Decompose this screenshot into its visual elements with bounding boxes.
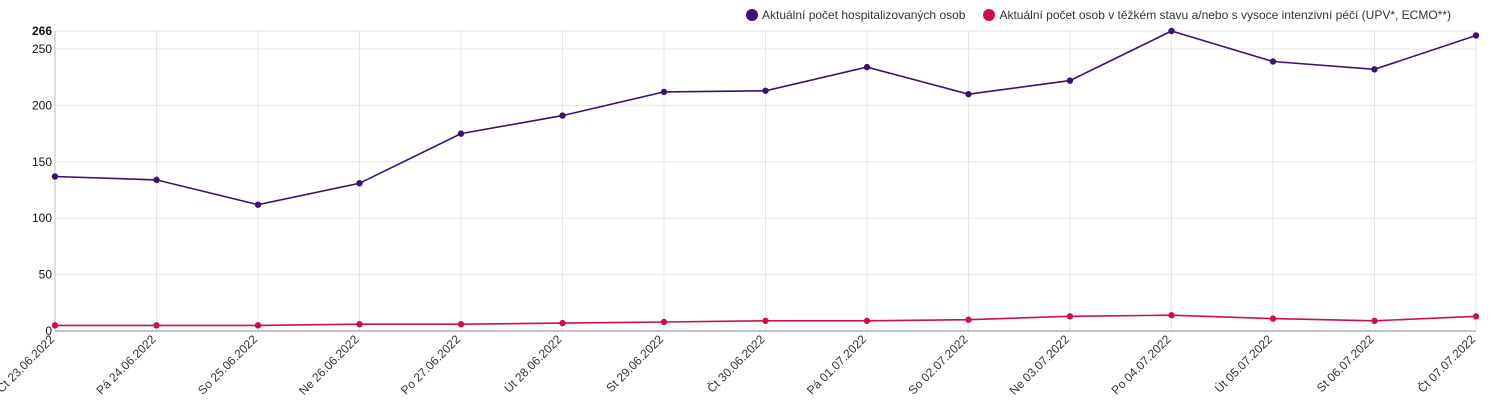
data-point-hospitalized xyxy=(762,87,769,94)
data-point-severe xyxy=(965,316,972,323)
legend-marker-severe xyxy=(983,9,996,21)
data-point-severe xyxy=(1269,315,1277,322)
legend-label-severe: Aktuální počet osob v těžkém stavu a/neb… xyxy=(999,8,1452,22)
x-tick-label: St 29.06.2022 xyxy=(603,332,666,395)
data-point-hospitalized xyxy=(457,130,465,137)
x-tick-label: Po 04.07.2022 xyxy=(1109,332,1174,397)
data-point-severe xyxy=(863,317,871,325)
x-tick-label: Po 27.06.2022 xyxy=(398,332,463,397)
data-point-hospitalized xyxy=(1168,27,1175,35)
x-tick-label: Ne 03.07.2022 xyxy=(1007,332,1073,398)
legend-marker-hospitalized xyxy=(746,9,758,21)
x-tick-label: Pá 01.07.2022 xyxy=(804,332,869,397)
data-point-hospitalized xyxy=(254,201,262,208)
x-tick-label: Čt 07.07.2022 xyxy=(1414,331,1478,395)
data-point-hospitalized xyxy=(559,112,566,119)
x-tick-label: Pá 24.06.2022 xyxy=(94,332,159,397)
x-tick-label: Ne 26.06.2022 xyxy=(296,332,362,398)
data-point-severe xyxy=(457,321,465,328)
y-tick-label: 50 xyxy=(39,268,53,282)
x-tick-label: Út 05.07.2022 xyxy=(1211,331,1275,395)
data-point-hospitalized xyxy=(1472,32,1480,39)
data-point-hospitalized xyxy=(51,173,59,180)
data-point-severe xyxy=(660,318,668,326)
y-tick-label: 200 xyxy=(32,98,52,112)
y-tick-label: 100 xyxy=(32,211,52,225)
data-point-severe xyxy=(1371,317,1378,325)
data-point-severe xyxy=(1066,313,1074,320)
data-point-hospitalized xyxy=(863,63,871,71)
data-point-severe xyxy=(153,322,160,329)
data-point-severe xyxy=(356,321,363,328)
data-point-severe xyxy=(1472,313,1480,320)
data-point-severe xyxy=(762,317,769,325)
data-point-hospitalized xyxy=(153,176,160,184)
legend-item-severe[interactable]: Aktuální počet osob v těžkém stavu a/neb… xyxy=(983,8,1451,22)
data-point-hospitalized xyxy=(965,90,972,98)
x-tick-label: Čt 30.06.2022 xyxy=(704,331,768,395)
data-point-hospitalized xyxy=(356,180,363,187)
x-tick-label: Čt 23.06.2022 xyxy=(0,331,57,395)
chart-legend: Aktuální počet hospitalizovaných osob Ak… xyxy=(746,8,1469,22)
data-point-hospitalized xyxy=(1066,77,1074,84)
data-point-hospitalized xyxy=(1269,58,1277,65)
y-tick-label: 0 xyxy=(45,324,52,338)
legend-item-hospitalized[interactable]: Aktuální počet hospitalizovaných osob xyxy=(746,8,965,22)
data-point-severe xyxy=(1168,312,1175,319)
data-point-severe xyxy=(254,322,262,329)
legend-label-hospitalized: Aktuální počet hospitalizovaných osob xyxy=(762,8,966,22)
y-tick-label: 150 xyxy=(32,155,52,169)
x-tick-label: St 06.07.2022 xyxy=(1314,332,1377,395)
x-tick-label: So 25.06.2022 xyxy=(195,332,260,397)
data-point-severe xyxy=(51,322,59,329)
y-max-label: 266 xyxy=(32,24,52,38)
data-point-severe xyxy=(559,319,566,327)
data-point-hospitalized xyxy=(1371,66,1378,73)
data-point-hospitalized xyxy=(660,88,668,96)
x-tick-label: So 02.07.2022 xyxy=(906,332,971,397)
x-tick-label: Út 28.06.2022 xyxy=(501,331,565,395)
y-tick-label: 250 xyxy=(32,42,52,56)
